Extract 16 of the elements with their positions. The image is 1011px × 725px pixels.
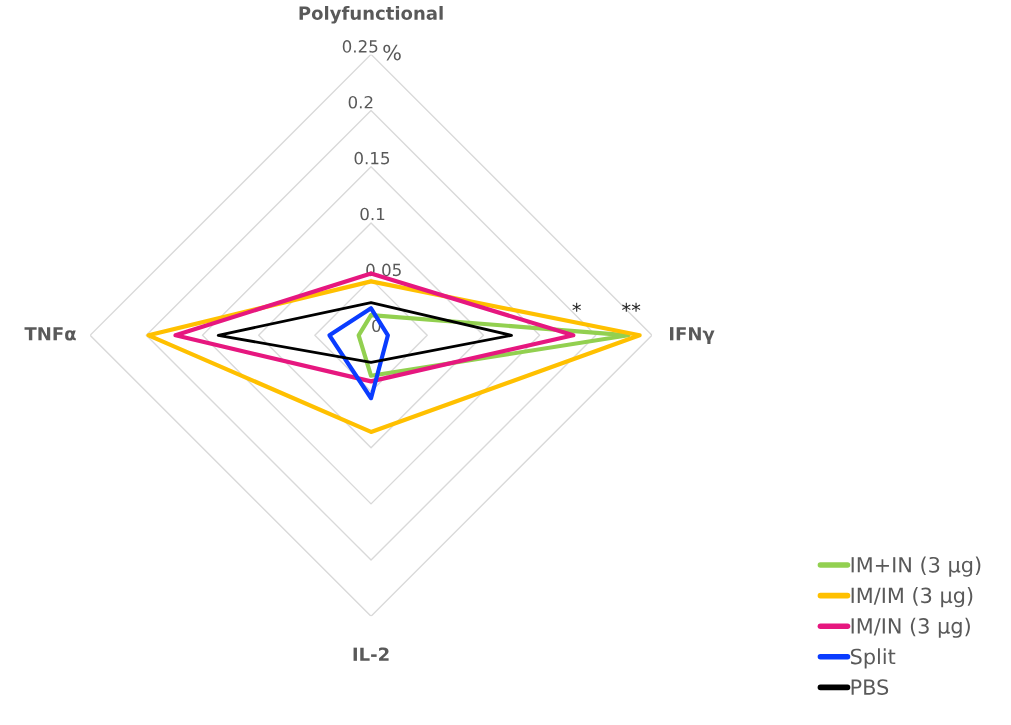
y-tick-label: 0.15 <box>354 151 390 165</box>
spoke-label: TNFα <box>24 327 76 341</box>
y-tick-label: 0.1 <box>360 207 385 221</box>
legend-label: IM+IN (3 µg) <box>851 556 981 577</box>
text: ** <box>622 302 641 312</box>
spoke-label: IL-2 <box>353 647 389 661</box>
spoke-label: IFNγ <box>669 327 715 345</box>
legend-label: PBS <box>851 679 889 695</box>
legend-label: IM/IN (3 µg) <box>851 617 970 638</box>
y-tick-label: 0.25 <box>342 40 378 53</box>
text: % <box>383 44 401 61</box>
y-tick-label: 0.2 <box>348 95 373 109</box>
legend-label: Split <box>850 648 896 669</box>
text: * <box>572 302 581 312</box>
legend-label: IM/IM (3 µg) <box>851 587 973 608</box>
spoke-label: Polyfunctional <box>299 5 443 24</box>
